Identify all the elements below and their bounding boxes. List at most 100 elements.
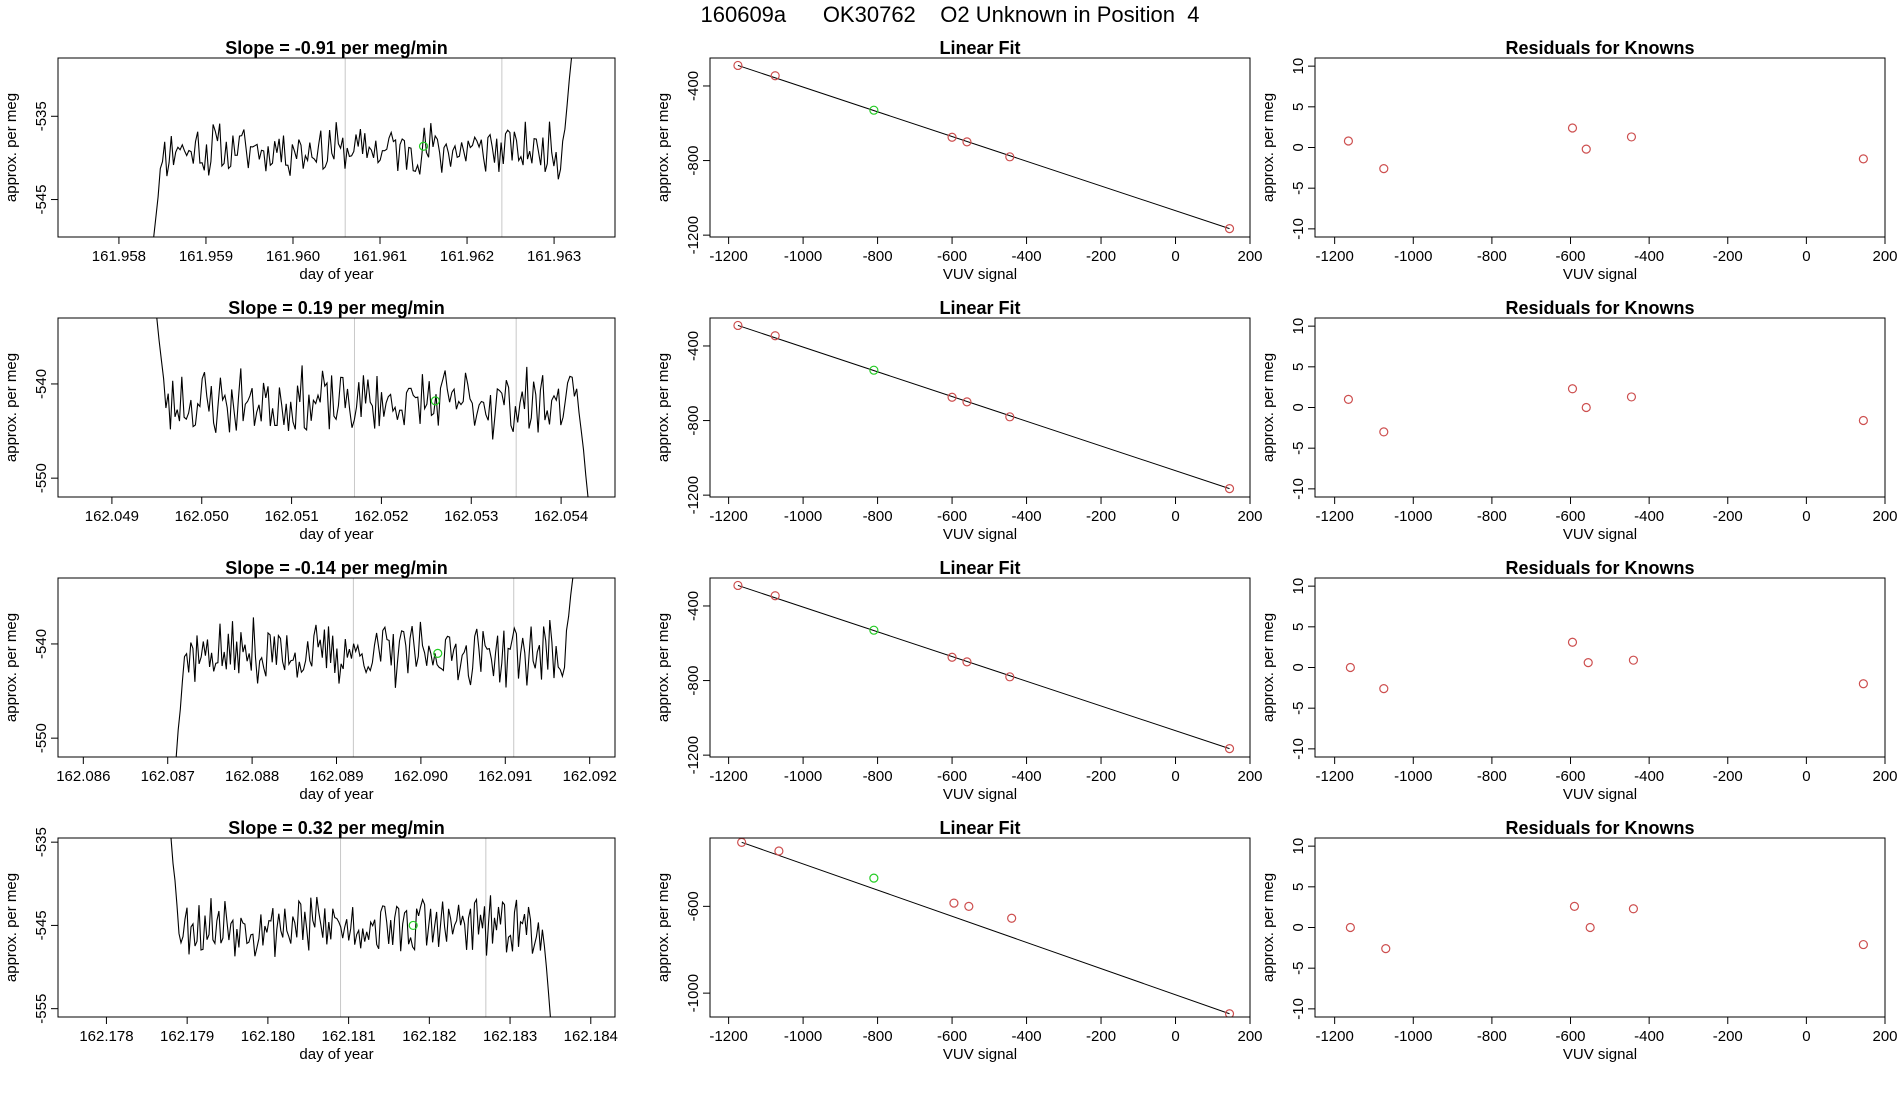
plot-area [153, 58, 573, 237]
x-tick-label: -1200 [1315, 768, 1353, 785]
residual-point [1343, 394, 1354, 404]
known-point [1224, 1009, 1235, 1017]
x-tick-label: -600 [1556, 768, 1586, 785]
x-tick-label: -800 [1477, 508, 1507, 525]
y-tick-label: -1200 [685, 476, 702, 514]
y-tick-label: -550 [33, 723, 50, 753]
x-tick-label: -400 [1012, 768, 1042, 785]
residual-point [1569, 901, 1580, 911]
panel-title: Residuals for Knowns [1505, 818, 1694, 838]
panel-fit-row-3: Linear Fit -1200 -1000 -800 -600 -400 -200 0 200… [655, 558, 1263, 803]
known-point [770, 71, 780, 81]
x-tick-label: -1000 [1394, 508, 1432, 525]
x-axis-label: day of year [299, 786, 373, 803]
panel-title: Slope = -0.14 per meg/min [225, 558, 448, 578]
fit-line [737, 324, 1230, 490]
x-axis-label: VUV signal [943, 1046, 1017, 1063]
plot-area [1345, 901, 1868, 954]
x-tick-label: 162.050 [175, 508, 229, 525]
x-tick-label: 161.963 [527, 248, 581, 265]
residual-point [1858, 939, 1868, 950]
y-tick-label: -545 [33, 185, 50, 215]
y-tick-label: -550 [33, 463, 50, 493]
unknown-point [869, 105, 879, 115]
x-tick-label: 162.054 [534, 508, 588, 525]
y-tick-label: -535 [33, 101, 50, 131]
x-tick-label: -1000 [1394, 768, 1432, 785]
x-tick-label: -600 [937, 1028, 967, 1045]
x-tick-label: -800 [863, 248, 893, 265]
panel-residuals-row-1: Residuals for Knowns-1200 -1000 -800 -600 -4… [1260, 38, 1898, 283]
plot-frame [57, 837, 616, 1018]
y-tick-label: -400 [685, 71, 702, 101]
plot-area [175, 578, 574, 757]
x-tick-label: 162.053 [444, 508, 498, 525]
known-point [947, 392, 957, 402]
x-tick-label: 162.091 [478, 768, 532, 785]
x-tick-label: 162.182 [402, 1028, 456, 1045]
x-tick-label: 0 [1802, 768, 1810, 785]
y-tick-label: 0 [1290, 403, 1307, 411]
known-point [962, 137, 972, 147]
known-point [733, 320, 743, 331]
x-tick-label: -600 [1556, 1028, 1586, 1045]
residual-point [1626, 392, 1637, 402]
x-tick-label: 162.178 [79, 1028, 133, 1045]
known-point [774, 846, 784, 856]
x-tick-label: 162.089 [309, 768, 363, 785]
panel-title: Linear Fit [939, 298, 1020, 318]
panel-title: Slope = -0.91 per meg/min [225, 38, 448, 58]
x-tick-label: -600 [1556, 508, 1586, 525]
x-tick-label: -200 [1713, 248, 1743, 265]
residual-point [1628, 655, 1639, 665]
y-tick-label: 5 [1290, 103, 1307, 111]
y-tick-label: -10 [1290, 998, 1307, 1020]
y-tick-label: -800 [685, 146, 702, 176]
x-tick-label: -1000 [784, 768, 822, 785]
plot-frame [709, 317, 1251, 498]
known-point [1005, 152, 1015, 162]
unknown-point [433, 648, 443, 658]
residual-point [1858, 154, 1868, 164]
unknown-point [418, 141, 429, 151]
x-axis-label: VUV signal [1563, 526, 1637, 543]
x-tick-label: 162.179 [160, 1028, 214, 1045]
y-axis-label: approx. per meg [3, 873, 20, 982]
x-tick-label: -1000 [784, 248, 822, 265]
timeseries-trace [153, 58, 573, 237]
x-tick-label: 161.962 [440, 248, 494, 265]
known-point [770, 331, 780, 341]
y-tick-label: 10 [1290, 578, 1307, 595]
x-tick-label: -800 [1477, 1028, 1507, 1045]
y-tick-label: 0 [1290, 923, 1307, 931]
residual-point [1567, 123, 1578, 133]
x-tick-label: -800 [863, 768, 893, 785]
known-point [949, 898, 959, 908]
x-tick-label: -600 [937, 248, 967, 265]
y-tick-label: -800 [685, 406, 702, 436]
residual-point [1381, 944, 1391, 954]
known-point [947, 652, 957, 662]
known-point [1005, 412, 1015, 422]
plot-frame [709, 57, 1251, 238]
panel-timeseries-row-3: Slope = -0.14 per meg/min 162.086 162.087 1… [3, 558, 617, 803]
fit-line [737, 584, 1230, 750]
x-tick-label: -1200 [1315, 1028, 1353, 1045]
plot-area [1345, 637, 1868, 694]
known-point [1224, 744, 1235, 754]
x-tick-label: -400 [1012, 248, 1042, 265]
x-tick-label: -200 [1713, 508, 1743, 525]
fit-line [737, 64, 1230, 230]
residual-point [1581, 144, 1591, 154]
y-axis-label: approx. per meg [3, 613, 20, 722]
y-tick-label: -1000 [685, 974, 702, 1012]
panel-residuals-row-3: Residuals for Knowns-1200 -1000 -800 -600 -4… [1260, 558, 1898, 803]
x-tick-label: -600 [937, 508, 967, 525]
x-tick-label: -1200 [709, 508, 747, 525]
x-tick-label: 161.961 [353, 248, 407, 265]
plot-frame [1314, 837, 1886, 1018]
x-tick-label: -400 [1634, 1028, 1664, 1045]
timeseries-trace [156, 318, 589, 497]
x-tick-label: -200 [1713, 768, 1743, 785]
